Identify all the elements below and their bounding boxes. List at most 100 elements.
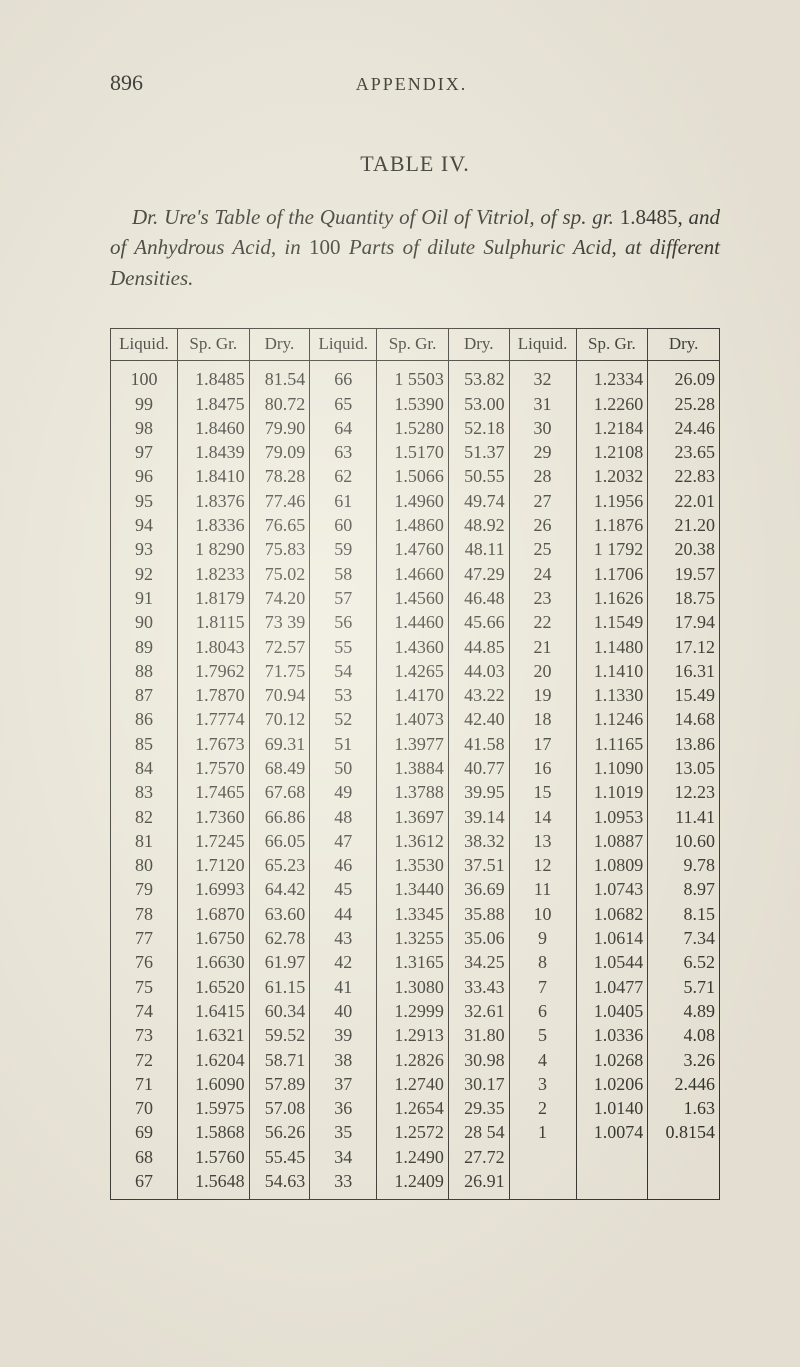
table-cell: 1.7774	[177, 707, 249, 731]
table-cell: 45.66	[448, 610, 509, 634]
table-cell: 1.6993	[177, 877, 249, 901]
table-row: 721.620458.71381.282630.9841.02683.26	[111, 1048, 720, 1072]
table-cell: 80.72	[249, 392, 310, 416]
table-cell: 1.6321	[177, 1023, 249, 1047]
density-table: Liquid.Sp. Gr.Dry.Liquid.Sp. Gr.Dry.Liqu…	[110, 328, 720, 1200]
table-row: 871.787070.94531.417043.22191.133015.49	[111, 683, 720, 707]
table-cell: 1.5975	[177, 1096, 249, 1120]
table-cell: 50.55	[448, 464, 509, 488]
table-cell: 1.7870	[177, 683, 249, 707]
table-caption: Dr. Ure's Table of the Quantity of Oil o…	[110, 202, 720, 293]
table-cell: 1.7120	[177, 853, 249, 877]
table-row: 891.804372.57551.436044.85211.148017.12	[111, 635, 720, 659]
table-cell: 98	[111, 416, 178, 440]
table-cell: 9	[509, 926, 576, 950]
table-cell: 66.05	[249, 829, 310, 853]
table-cell: 27	[509, 489, 576, 513]
table-cell: 71.75	[249, 659, 310, 683]
table-cell: 17	[509, 732, 576, 756]
table-cell: 36	[310, 1096, 377, 1120]
table-cell: 1.8115	[177, 610, 249, 634]
table-cell: 44.03	[448, 659, 509, 683]
table-cell: 76	[111, 950, 178, 974]
table-cell: 95	[111, 489, 178, 513]
table-cell: 61.97	[249, 950, 310, 974]
table-cell: 90	[111, 610, 178, 634]
table-cell: 1.2184	[576, 416, 648, 440]
table-cell: 1.3080	[377, 975, 449, 999]
table-cell: 1.7570	[177, 756, 249, 780]
table-row: 711.609057.89371.274030.1731.02062.446	[111, 1072, 720, 1096]
table-cell: 1.8376	[177, 489, 249, 513]
table-cell: 22	[509, 610, 576, 634]
table-cell: 8	[509, 950, 576, 974]
table-cell: 24.46	[648, 416, 720, 440]
table-cell: 6.52	[648, 950, 720, 974]
table-cell: 1.3440	[377, 877, 449, 901]
table-cell: 89	[111, 635, 178, 659]
table-cell: 77.46	[249, 489, 310, 513]
table-cell: 1.8485	[177, 361, 249, 392]
table-cell: 93	[111, 537, 178, 561]
table-cell: 43	[310, 926, 377, 950]
table-cell: 51	[310, 732, 377, 756]
table-cell: 1.63	[648, 1096, 720, 1120]
table-cell: 1.1330	[576, 683, 648, 707]
table-cell: 25	[509, 537, 576, 561]
table-cell: 1.2740	[377, 1072, 449, 1096]
table-cell: 11.41	[648, 805, 720, 829]
table-cell: 40.77	[448, 756, 509, 780]
table-cell: 1 5503	[377, 361, 449, 392]
table-cell: 1.0743	[576, 877, 648, 901]
table-cell: 19	[509, 683, 576, 707]
table-cell: 1.3884	[377, 756, 449, 780]
table-cell: 16.31	[648, 659, 720, 683]
table-cell: 38	[310, 1048, 377, 1072]
table-cell: 1.0336	[576, 1023, 648, 1047]
page-number: 896	[110, 70, 143, 96]
table-cell: 57.08	[249, 1096, 310, 1120]
table-cell: 32	[509, 361, 576, 392]
table-cell: 17.12	[648, 635, 720, 659]
table-cell: 1.3530	[377, 853, 449, 877]
table-cell: 54	[310, 659, 377, 683]
running-head: APPENDIX.	[356, 74, 468, 95]
table-cell: 18	[509, 707, 576, 731]
table-cell: 10.60	[648, 829, 720, 853]
table-cell: 42.40	[448, 707, 509, 731]
table-cell: 62	[310, 464, 377, 488]
table-cell: 66.86	[249, 805, 310, 829]
table-cell: 2.446	[648, 1072, 720, 1096]
table-cell: 53.82	[448, 361, 509, 392]
table-cell: 1.1626	[576, 586, 648, 610]
table-cell: 24	[509, 562, 576, 586]
table-cell: 1.2913	[377, 1023, 449, 1047]
table-cell: 1.8233	[177, 562, 249, 586]
table-cell: 1	[509, 1120, 576, 1144]
table-cell: 1.0140	[576, 1096, 648, 1120]
table-cell: 35	[310, 1120, 377, 1144]
table-cell: 48	[310, 805, 377, 829]
table-row: 861.777470.12521.407342.40181.124614.68	[111, 707, 720, 731]
table-cell: 58.71	[249, 1048, 310, 1072]
table-row: 811.724566.05471.361238.32131.088710.60	[111, 829, 720, 853]
table-cell: 33	[310, 1169, 377, 1200]
table-cell: 81.54	[249, 361, 310, 392]
table-cell: 35.88	[448, 902, 509, 926]
table-cell: 1.2826	[377, 1048, 449, 1072]
table-cell: 33.43	[448, 975, 509, 999]
table-cell: 48.92	[448, 513, 509, 537]
table-cell: 64.42	[249, 877, 310, 901]
table-cell: 9.78	[648, 853, 720, 877]
table-cell: 54.63	[249, 1169, 310, 1200]
table-cell: 1.8460	[177, 416, 249, 440]
table-cell: 26.09	[648, 361, 720, 392]
table-cell: 23	[509, 586, 576, 610]
table-cell: 14	[509, 805, 576, 829]
table-cell: 68.49	[249, 756, 310, 780]
table-cell: 11	[509, 877, 576, 901]
table-cell: 74.20	[249, 586, 310, 610]
table-cell: 39.14	[448, 805, 509, 829]
table-cell: 65.23	[249, 853, 310, 877]
table-cell: 4	[509, 1048, 576, 1072]
